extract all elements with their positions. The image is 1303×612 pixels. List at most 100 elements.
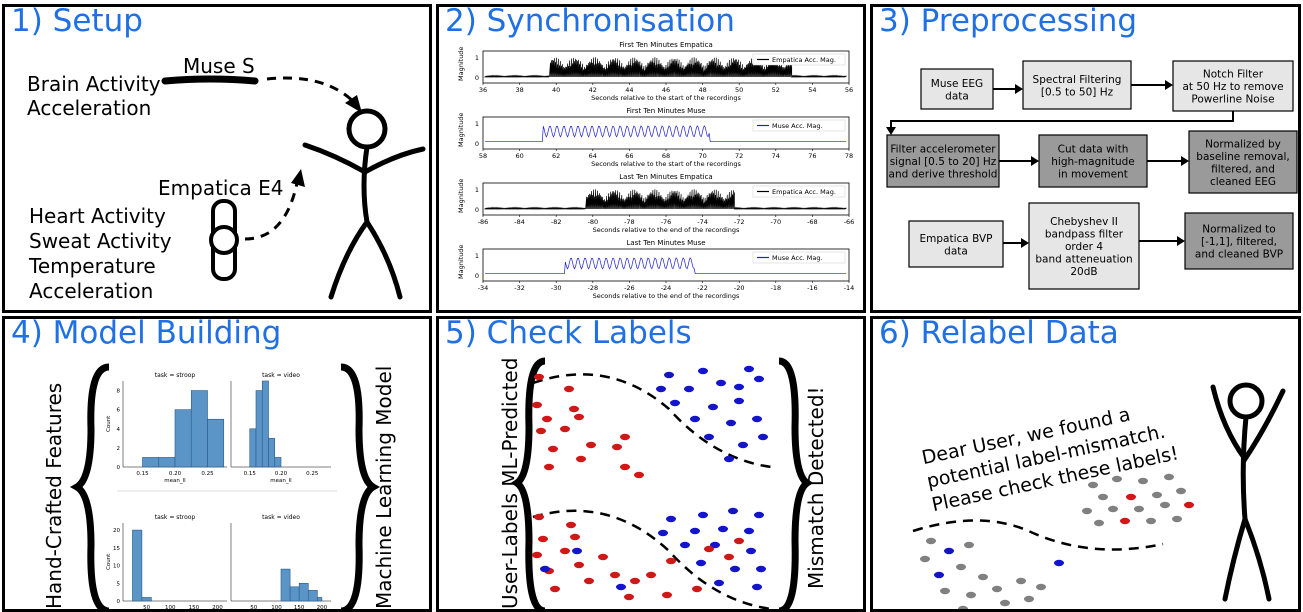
sync-ytick: 1: [475, 120, 479, 128]
flow-box-rect: [1038, 134, 1148, 188]
sync-xtick-label: 50: [735, 86, 743, 94]
sync-xtick-label: -70: [770, 218, 781, 226]
sync-xtick-label: -30: [551, 284, 562, 292]
sync-plot-title: Last Ten Minutes Empatica: [619, 173, 712, 181]
sync-signal-line: [485, 257, 846, 275]
sync-plot-title: Last Ten Minutes Muse: [626, 239, 705, 247]
arrow-spectral-notch-head-icon: [1165, 80, 1173, 90]
sync-ytick: 1: [475, 252, 479, 260]
hist-title: task = stroop: [155, 514, 196, 521]
blue-point: [698, 511, 708, 519]
red-point: [666, 557, 676, 565]
hist-ytick: 0: [117, 599, 121, 605]
empatica-arrow-head-icon: [291, 169, 305, 187]
decision-boundary-bottom: [532, 509, 772, 609]
hist-ytick: 15: [113, 546, 120, 552]
sync-xlabel: Seconds relative to the start of the rec…: [591, 160, 741, 168]
red-point: [634, 471, 644, 479]
blue-point: [708, 403, 718, 411]
sync-xlabel: Seconds relative to the end of the recor…: [593, 226, 740, 234]
red-point: [574, 561, 584, 569]
hist-xtick: 150: [294, 605, 305, 611]
red-point: [564, 385, 574, 393]
red-point: [646, 571, 656, 579]
sync-ytick: 0: [475, 74, 479, 82]
stick-figure-icon: [302, 108, 426, 300]
gray-point: [1152, 491, 1162, 499]
flow-box-rect: [886, 134, 1000, 188]
sync-xtick-label: 60: [515, 152, 523, 160]
empatica-watch-icon: [209, 199, 239, 281]
sync-xtick-label: 44: [625, 86, 633, 94]
blue-point: [730, 565, 740, 573]
sync-ylabel: Magnitude: [457, 113, 465, 147]
blue-point: [726, 419, 736, 427]
sync-xtick-label: 48: [698, 86, 706, 94]
sync-xtick-label: -84: [514, 218, 525, 226]
sync-xtick-label: 46: [662, 86, 670, 94]
blue-point: [744, 365, 754, 373]
sync-xtick-label: 38: [515, 86, 523, 94]
flow-box-text: [0.5 to 50] Hz: [1041, 86, 1114, 98]
check-right-brace-icon: [778, 357, 814, 609]
blue-point: [756, 565, 766, 573]
decision-boundary-top: [532, 373, 772, 469]
blue-point: [690, 415, 700, 423]
sync-xtick-label: 72: [735, 152, 743, 160]
sync-ylabel: Magnitude: [457, 47, 465, 81]
sync-legend: Muse Acc. Mag.: [752, 251, 846, 264]
sync-xtick-label: 42: [589, 86, 597, 94]
hist-bar: [255, 390, 263, 468]
muse-arrow: [266, 76, 357, 105]
relabel-figure: Dear User, we found a potential label-mi…: [912, 382, 1286, 609]
gray-point: [978, 573, 988, 581]
flow-box-spectral: Spectral Filtering[0.5 to 50] Hz: [1022, 60, 1132, 110]
flow-box-text: Empatica BVP: [920, 233, 993, 245]
sync-xtick-label: 70: [698, 152, 706, 160]
sync-xtick-label: 78: [845, 152, 853, 160]
sync-xtick-label: -74: [697, 218, 708, 226]
flow-box-text: Filter accelerometer: [890, 144, 996, 156]
hist-xlabel: mean_ll: [164, 478, 186, 484]
gray-point: [1094, 519, 1104, 527]
right-brace-icon: [340, 363, 381, 609]
sync-xtick-label: -26: [624, 284, 635, 292]
flow-box-text: Spectral Filtering: [1033, 74, 1122, 86]
red-point: [598, 553, 608, 561]
blue-point: [540, 565, 550, 573]
sync-ytick: 0: [475, 140, 479, 148]
hist-ytick: 5: [117, 581, 121, 587]
gray-point: [926, 537, 936, 545]
gray-point: [1164, 473, 1174, 481]
flow-box-rect: [1022, 60, 1132, 110]
blue-point: [616, 583, 626, 591]
red-point: [536, 427, 546, 435]
hist-bar: [249, 428, 257, 468]
arrow-notch-accfilter-head-icon: [886, 127, 896, 135]
hist-xtick: 100: [271, 605, 282, 611]
hist-bar: [274, 457, 282, 468]
blue-point: [944, 547, 954, 555]
red-point: [586, 441, 596, 449]
blue-point: [728, 507, 738, 515]
gray-point: [958, 605, 968, 609]
temperature-label: Temperature: [28, 254, 156, 278]
sync-xtick-label: -34: [478, 284, 489, 292]
sync-plot-title: First Ten Minutes Empatica: [619, 41, 713, 49]
hist-xtick: 200: [317, 605, 328, 611]
left-brace-icon: [69, 363, 110, 609]
sync-signal-line: [484, 189, 847, 211]
red-point: [532, 401, 542, 409]
gray-point: [1160, 501, 1170, 509]
sync-legend-box: [752, 251, 846, 264]
flow-box-text: Normalized by: [1205, 138, 1281, 150]
empatica-arrow: [244, 182, 299, 241]
sync-xtick-label: 56: [845, 86, 853, 94]
panel-check: 5) Check Labels User-Labels ML-Predicted…: [436, 316, 866, 612]
sync-xtick-label: 74: [772, 152, 780, 160]
hist-xtick: 50: [143, 605, 150, 611]
hist-bar: [174, 409, 192, 468]
